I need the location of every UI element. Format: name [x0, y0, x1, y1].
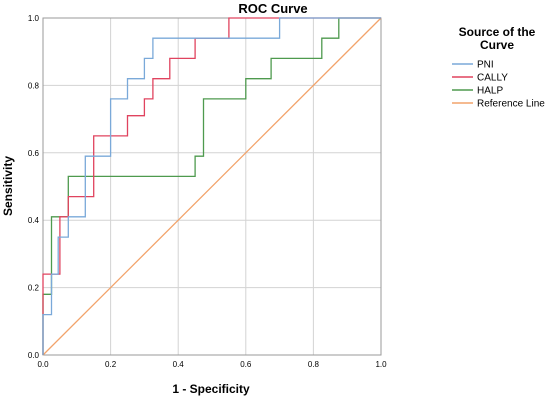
- y-tick-label: 0.2: [28, 284, 40, 293]
- series-line-reference-line: [42, 17, 382, 356]
- x-tick-label: 0.2: [105, 360, 117, 369]
- x-tick-label: 1.0: [375, 360, 387, 369]
- legend-label-cally: CALLY: [477, 73, 508, 84]
- x-axis-label: 1 - Specificity: [172, 382, 250, 396]
- series-lines: [42, 17, 382, 356]
- y-tick-label: 0.4: [28, 216, 40, 225]
- legend-label-reference-line: Reference Line: [477, 99, 545, 110]
- legend-items: PNI CALLY HALP Reference Line: [452, 60, 545, 110]
- grid-lines: [43, 18, 381, 355]
- series-line-pni: [42, 17, 381, 355]
- y-tick-label: 0.0: [28, 351, 40, 360]
- legend: Source of the Curve PNI CALLY HALP Referenc…: [452, 25, 545, 110]
- x-tick-label: 0.4: [173, 360, 185, 369]
- legend-label-pni: PNI: [477, 60, 494, 71]
- legend-label-halp: HALP: [477, 86, 503, 97]
- y-tick-label: 0.6: [28, 149, 40, 158]
- x-tick-label: 0.0: [37, 360, 49, 369]
- y-tick-label: 0.8: [28, 81, 40, 90]
- x-tick-label: 0.6: [240, 360, 252, 369]
- chart-title: ROC Curve: [238, 1, 307, 16]
- legend-title-line2: Curve: [480, 38, 514, 52]
- plot-frame: [42, 17, 382, 356]
- series-line-halp: [42, 17, 381, 355]
- y-axis-label: Sensitivity: [1, 156, 15, 216]
- y-tick-label: 1.0: [28, 14, 40, 23]
- x-tick-label: 0.8: [308, 360, 320, 369]
- legend-title-line1: Source of the: [459, 25, 536, 39]
- tick-labels: 0.0 0.2 0.4 0.6 0.8 1.0 0.0 0.2 0.4 0.6 0.8 1.0: [28, 14, 387, 369]
- series-line-cally: [42, 17, 381, 355]
